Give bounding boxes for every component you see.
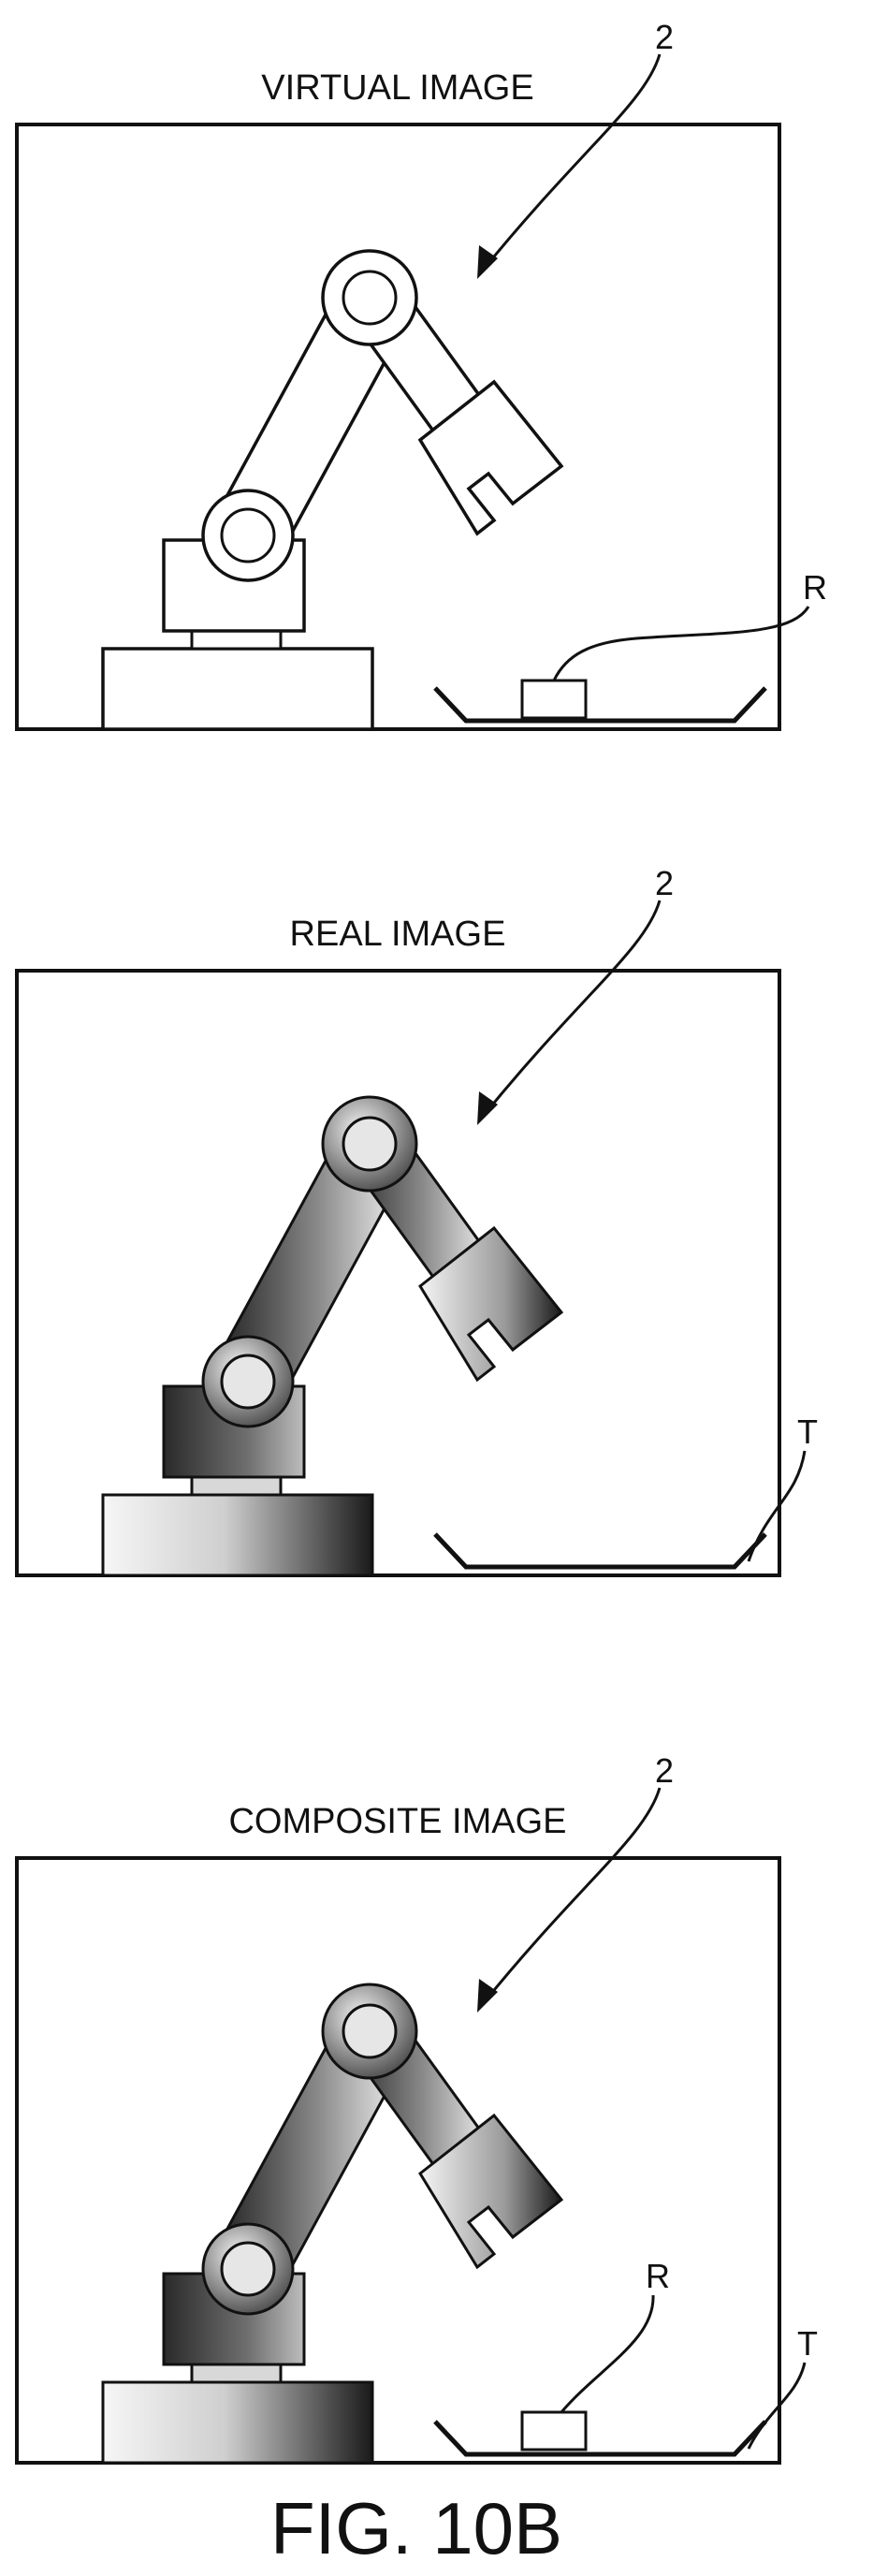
- robot-neck: [192, 1476, 281, 1495]
- workpiece: [522, 681, 586, 718]
- panel-title: COMPOSITE IMAGE: [228, 1802, 566, 1841]
- panel-real-image: REAL IMAGE 2 T: [17, 864, 818, 1575]
- figure-caption: FIG. 10B: [270, 2487, 562, 2569]
- robot-shoulder-joint-inner: [222, 2243, 274, 2295]
- panel-frame: [17, 1858, 779, 2463]
- robot-pedestal: [103, 2382, 372, 2463]
- panel-title: REAL IMAGE: [290, 915, 506, 954]
- robot-elbow-joint-inner: [343, 1118, 396, 1170]
- robot-shoulder-joint-inner: [222, 509, 274, 562]
- robot-pedestal: [103, 649, 372, 729]
- workpiece: [522, 2412, 586, 2450]
- robot-shoulder-joint-inner: [222, 1355, 274, 1408]
- robot-pedestal: [103, 1495, 372, 1575]
- workpiece-ref-label: R: [646, 2257, 670, 2295]
- panel-title: VIRTUAL IMAGE: [261, 68, 533, 108]
- robot-ref-label: 2: [655, 18, 674, 56]
- robot-ref-label: 2: [655, 1751, 674, 1790]
- tray-ref-label: T: [797, 2324, 818, 2363]
- tray-ref-label: T: [797, 1412, 818, 1451]
- robot-elbow-joint-inner: [343, 271, 396, 324]
- workpiece-ref-label: R: [803, 568, 827, 607]
- panel-frame: [17, 124, 779, 729]
- robot-neck: [192, 630, 281, 649]
- panel-virtual-image: VIRTUAL IMAGE 2 R: [17, 18, 827, 729]
- robot-ref-label: 2: [655, 864, 674, 902]
- panel-composite-image: COMPOSITE IMAGE 2 R T: [17, 1751, 818, 2463]
- robot-neck: [192, 2364, 281, 2382]
- panel-frame: [17, 971, 779, 1575]
- robot-elbow-joint-inner: [343, 2005, 396, 2057]
